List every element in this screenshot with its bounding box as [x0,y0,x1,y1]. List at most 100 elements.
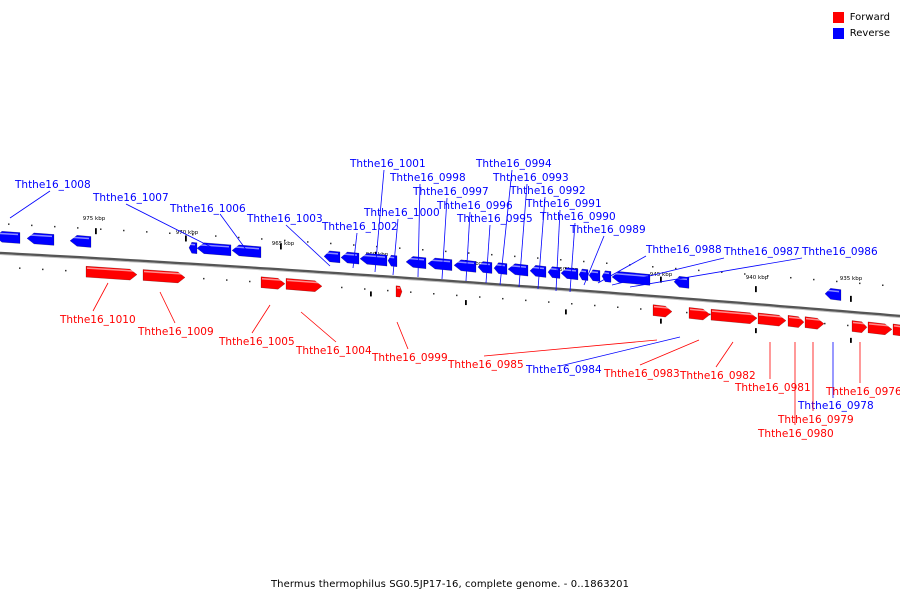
reverse-gene-arrow-highlight [494,263,506,267]
gene-label: Ththe16_1009 [137,326,214,338]
minor-tick [31,224,33,227]
minor-tick [468,252,470,254]
legend-reverse: Reverse [832,25,890,41]
legend-forward: Forward [832,9,890,25]
label-leader-line [559,336,681,367]
reverse-gene-arrow-highlight [27,234,53,238]
forward-gene-arrow [710,308,758,325]
genome-caption: Thermus thermophilus SG0.5JP17-16, compl… [270,579,630,590]
minor-tick [548,301,550,303]
minor-tick [77,227,79,229]
minor-tick [847,324,849,327]
gene-label: Ththe16_0982 [679,370,756,382]
reverse-gene-arrow-highlight [478,262,491,266]
gene-label: Ththe16_0988 [645,244,722,256]
legend-reverse-label: Reverse [849,27,890,39]
label-leader-line [300,311,337,343]
reverse-gene-arrow-highlight [674,277,688,281]
minor-tick [123,229,125,232]
forward-gene-arrow-highlight [788,316,803,320]
label-leader-line [485,224,491,284]
label-leader-line [396,321,409,350]
label-leader-line [159,291,176,324]
minor-tick [249,280,251,283]
reverse-gene-arrow-highlight [548,267,559,271]
label-leader-line [417,183,421,278]
forward-gene-arrow-highlight [286,279,321,284]
label-leader-line [629,257,803,288]
gene-label: Ththe16_0989 [569,224,646,236]
gene-label: Ththe16_0987 [723,246,800,258]
minor-tick [813,278,815,281]
label-leader-line [251,304,271,334]
gene-label: Ththe16_1006 [169,203,246,215]
gene-label: Ththe16_1003 [246,213,323,225]
label-leader-line [715,341,734,368]
major-tick [660,276,662,283]
minor-tick [42,268,44,271]
forward-gene-arrow [85,265,138,281]
minor-tick [537,257,539,259]
gene-label: Ththe16_0985 [447,359,524,371]
label-leader-line [392,218,399,276]
gene-label: Ththe16_1005 [218,336,295,348]
minor-tick [203,277,205,280]
minor-tick [445,250,447,253]
minor-tick [353,244,355,246]
major-tick [850,295,852,302]
scale-label: 970 kbp [176,230,199,236]
minor-tick [433,293,435,295]
gene-label: Ththe16_0990 [539,211,616,223]
reverse-gene-arrow-highlight [70,236,90,240]
minor-tick [859,282,861,285]
gene-label: Ththe16_0997 [412,186,489,198]
reverse-gene-arrow-highlight [324,252,339,255]
reverse-gene-arrow-highlight [579,270,587,273]
minor-tick [169,232,171,235]
gene-label: Ththe16_0991 [525,198,602,210]
gene-label: Ththe16_0984 [525,364,602,376]
minor-tick [8,223,10,225]
gene-label: Ththe16_1000 [363,207,440,219]
gene-label: Ththe16_1007 [92,192,169,204]
major-tick [280,243,282,250]
gene-label: Ththe16_0992 [509,185,586,197]
forward-gene-arrow-highlight [868,323,891,327]
minor-tick [54,225,56,228]
minor-tick [341,286,343,289]
minor-tick [491,253,493,256]
label-leader-line [441,197,448,280]
reverse-gene-arrow-highlight [0,232,19,236]
label-leader-line [92,282,109,312]
label-leader-line [499,169,513,286]
minor-tick [836,280,838,283]
gene-label: Ththe16_0998 [389,172,466,184]
forward-swatch [832,11,844,23]
minor-tick [226,279,228,281]
legend-forward-label: Forward [849,11,890,23]
minor-tick [307,241,309,243]
minor-tick [824,322,826,325]
forward-gene-arrow-highlight [805,317,823,321]
minor-tick [146,231,148,233]
reverse-gene-arrow-highlight [197,243,230,248]
scale-label: 965 kbp [272,241,295,247]
minor-tick [65,269,67,272]
reverse-gene-arrow-highlight [602,271,610,275]
gene-label: Ththe16_0980 [757,428,834,440]
minor-tick [387,289,389,292]
minor-tick [571,303,573,305]
minor-tick [525,299,527,302]
gene-label: Ththe16_1002 [321,221,398,233]
minor-tick [767,275,769,277]
minor-tick [215,235,217,237]
gene-label: Ththe16_1010 [59,314,136,326]
major-tick [755,286,757,293]
forward-gene-arrow-highlight [893,325,900,328]
minor-tick [364,288,366,290]
gene-label: Ththe16_0978 [797,400,874,412]
major-tick [660,318,662,324]
label-leader-line [125,203,218,251]
reverse-swatch [832,27,844,39]
gene-label: Ththe16_1008 [14,179,91,191]
